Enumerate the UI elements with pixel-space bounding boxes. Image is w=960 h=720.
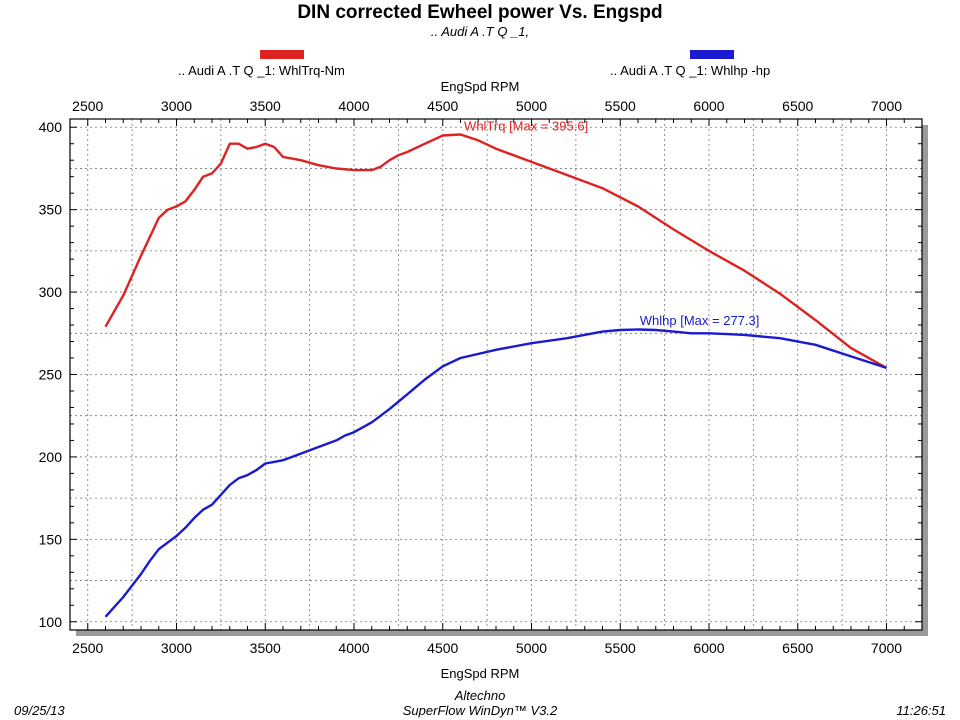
x-axis-label-top: EngSpd RPM [440,79,520,94]
y-tick-label: 350 [39,202,63,218]
legend-swatch-torque [260,50,304,59]
x-tick-label-top: 5500 [605,98,636,114]
x-tick-label-top: 7000 [871,98,902,114]
chart-subtitle: .. Audi A .T Q _1, [430,24,530,39]
x-tick-label-top: 2500 [72,98,103,114]
footer-software: SuperFlow WinDyn™ V3.2 [402,703,558,718]
x-tick-label-top: 4000 [338,98,369,114]
x-tick-label-bottom: 7000 [871,640,902,656]
x-tick-label-top: 4500 [427,98,458,114]
y-tick-label: 150 [39,531,63,547]
y-tick-label: 400 [39,119,63,135]
x-tick-label-bottom: 4500 [427,640,458,656]
power-line [104,328,887,618]
y-tick-label: 250 [39,367,63,383]
power-max-annotation: Whlhp [Max = 277.3] [640,313,760,328]
y-tick-label: 200 [39,449,63,465]
x-axis-label-bottom: EngSpd RPM [440,666,520,681]
y-tick-label: 300 [39,284,63,300]
torque-line [104,133,888,369]
x-tick-label-bottom: 5500 [605,640,636,656]
legend-label-power: .. Audi A .T Q _1: Whlhp -hp [610,63,771,78]
x-tick-label-bottom: 3000 [161,640,192,656]
x-tick-label-bottom: 6000 [693,640,724,656]
y-tick-label: 100 [39,614,63,630]
x-tick-label-top: 5000 [516,98,547,114]
x-tick-label-bottom: 6500 [782,640,813,656]
x-tick-label-bottom: 2500 [72,640,103,656]
chart-title: DIN corrected Ewheel power Vs. Engspd [297,2,663,23]
x-tick-label-bottom: 5000 [516,640,547,656]
legend-swatch-power [690,50,734,59]
x-tick-label-top: 6000 [693,98,724,114]
x-tick-label-top: 6500 [782,98,813,114]
x-tick-label-top: 3500 [250,98,281,114]
legend-label-torque: .. Audi A .T Q _1: WhlTrq-Nm [178,63,345,78]
footer-date: 09/25/13 [14,703,65,718]
footer-time: 11:26:51 [896,703,946,718]
footer-company: Altechno [454,688,506,703]
torque-max-annotation: WhlTrq [Max = 395.6] [464,119,588,134]
x-tick-label-bottom: 3500 [250,640,281,656]
x-tick-label-top: 3000 [161,98,192,114]
x-tick-label-bottom: 4000 [338,640,369,656]
